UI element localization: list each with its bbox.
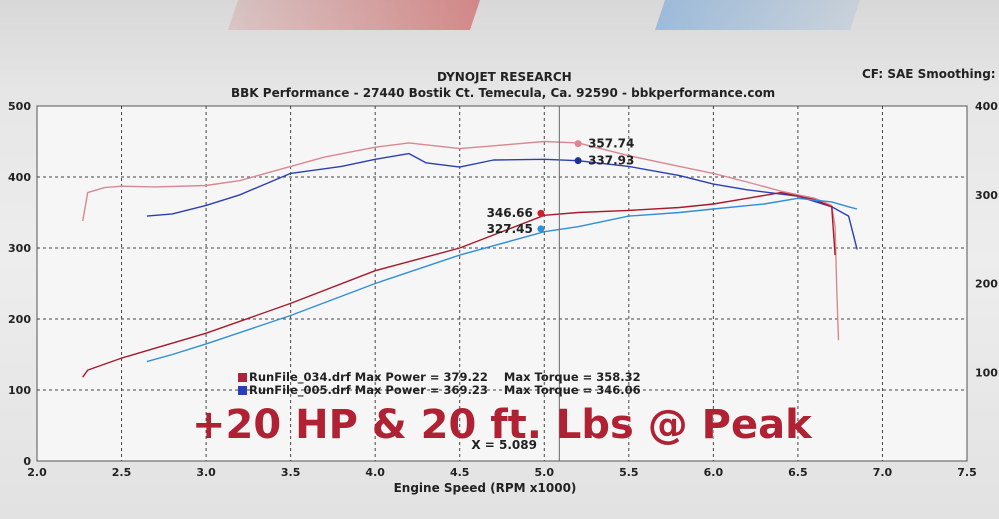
x-tick-label: 2.0 (27, 466, 47, 479)
readouts: 357.74 337.93 346.66 327.45 (487, 137, 635, 236)
y-tick-label-left: 500 (8, 100, 31, 113)
legend-torque-1: Max Torque = 358.32 (503, 370, 641, 384)
x-tick-label: 6.5 (788, 466, 808, 479)
series-line-2 (146, 152, 858, 250)
y-tick-label-left: 200 (8, 313, 31, 326)
x-tick-label: 5.5 (619, 466, 639, 479)
x-tick-label: 2.5 (112, 466, 132, 479)
y-tick-label-right: 100 (975, 366, 998, 379)
decor-blue-band (655, 0, 860, 30)
legend-swatch-1 (238, 373, 247, 382)
cf-smoothing-label: CF: SAE Smoothing: 5 (862, 67, 999, 81)
series-layer (82, 140, 858, 378)
overlay-headline: +20 HP & 20 ft. Lbs @ Peak (192, 402, 812, 448)
legend-row-2: RunFile_005.drf Max Power = 369.23 Max T… (238, 383, 641, 397)
x-tick-label: 7.5 (957, 466, 977, 479)
series-line-1 (82, 140, 840, 341)
readout-marker-2 (574, 157, 582, 165)
y-tick-label-right: 200 (975, 278, 998, 291)
plot-area (36, 105, 968, 462)
readout-value-4: 327.45 (487, 222, 533, 236)
x-tick-label: 4.5 (450, 466, 470, 479)
readout-marker-3 (537, 209, 545, 217)
readout-marker-4 (537, 225, 545, 233)
legend-name-2: RunFile_005.drf Max Power = 369.23 (249, 383, 488, 397)
readout-value-2: 337.93 (588, 154, 634, 168)
ticks: 2.0 2.5 3.0 3.5 4.0 4.5 5.0 5.5 6.0 6.5 7.0 7.5 0 100… (8, 100, 998, 479)
x-tick-label: 6.0 (704, 466, 724, 479)
x-tick-label: 4.0 (365, 466, 385, 479)
grid (37, 106, 967, 461)
x-tick-label: 5.0 (535, 466, 555, 479)
y-tick-label-left: 400 (8, 171, 31, 184)
y-tick-label-left: 300 (8, 242, 31, 255)
y-tick-label-right: 400 (975, 100, 998, 113)
decor-red-band (228, 0, 480, 30)
x-tick-label: 3.5 (281, 466, 301, 479)
chart-subtitle: BBK Performance - 27440 Bostik Ct. Temec… (231, 86, 776, 100)
x-axis-label: Engine Speed (RPM x1000) (394, 481, 577, 495)
x-tick-label: 7.0 (873, 466, 893, 479)
chart-title: DYNOJET RESEARCH (437, 70, 572, 84)
x-tick-label: 3.0 (196, 466, 216, 479)
cursor-readout: X = 5.089 (471, 438, 537, 452)
y-tick-label-right: 300 (975, 189, 998, 202)
series-line-4 (146, 197, 858, 363)
series-line-3 (82, 191, 836, 378)
readout-value-1: 357.74 (588, 137, 634, 151)
readout-marker-1 (574, 140, 582, 148)
legend-row-1: RunFile_034.drf Max Power = 379.22 Max T… (238, 370, 641, 384)
legend-swatch-2 (238, 386, 247, 395)
y-tick-label-left: 100 (8, 384, 31, 397)
readout-value-3: 346.66 (487, 206, 533, 220)
y-tick-label-left: 0 (23, 455, 31, 468)
legend-name-1: RunFile_034.drf Max Power = 379.22 (249, 370, 488, 384)
legend-torque-2: Max Torque = 346.06 (503, 383, 641, 397)
